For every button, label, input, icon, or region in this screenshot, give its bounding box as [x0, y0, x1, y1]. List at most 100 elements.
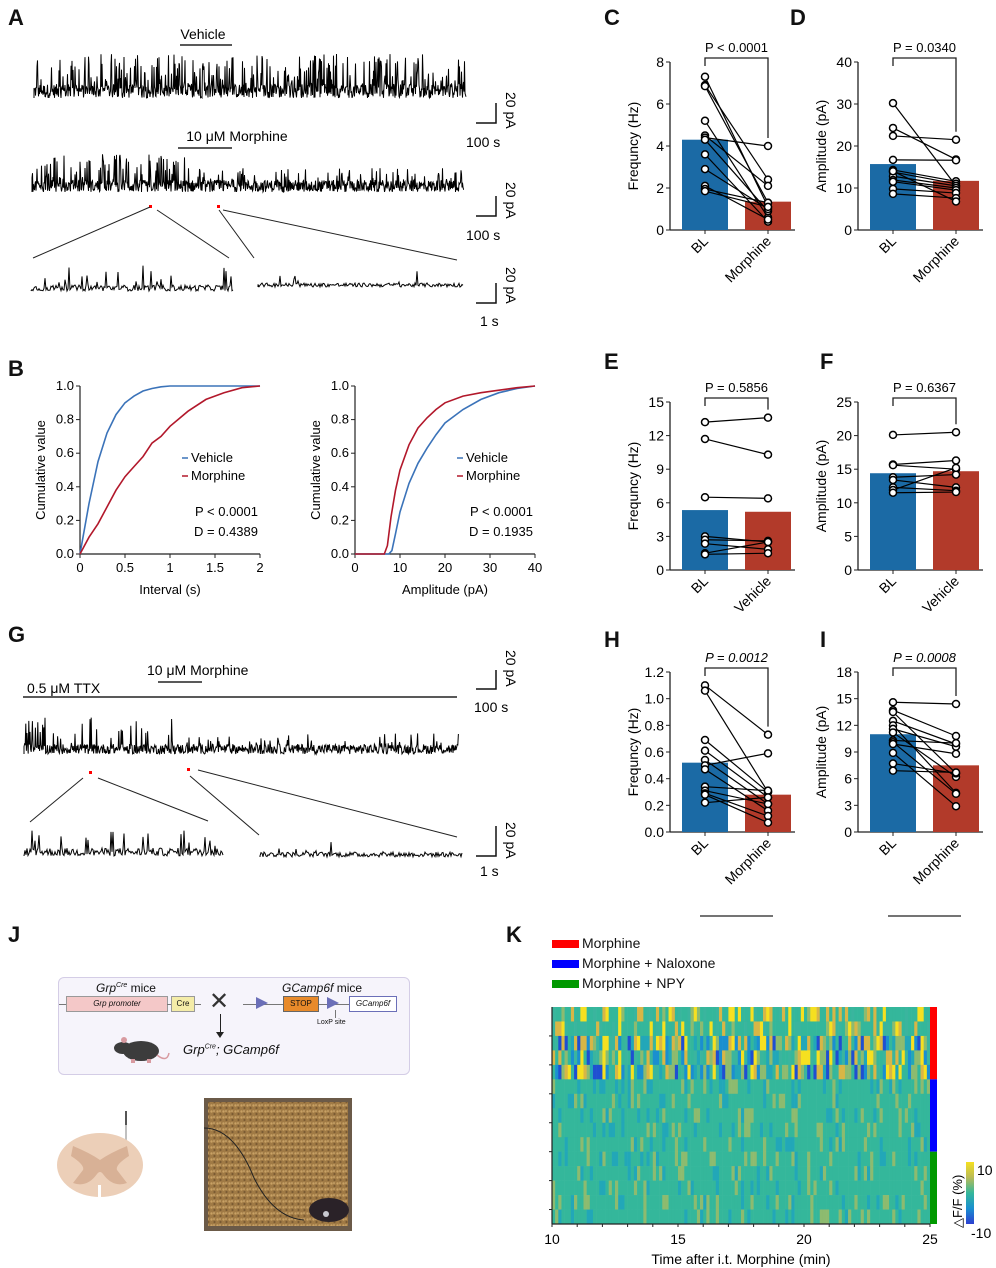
heatmap-cell — [800, 1151, 805, 1167]
heatmap-cell — [898, 1122, 902, 1138]
heatmap-cell — [586, 1180, 591, 1196]
heatmap-cell — [901, 1007, 906, 1022]
heatmap-cell — [640, 1137, 644, 1152]
heatmap-cell — [737, 1195, 742, 1210]
heatmap-cell — [797, 1021, 802, 1037]
heatmap-cell — [633, 1007, 638, 1022]
zoom-line — [32, 206, 151, 259]
significance-bracket — [892, 667, 957, 696]
heatmap-cell — [627, 1035, 632, 1051]
data-point-treatment — [763, 730, 773, 739]
heatmap-cell — [873, 1180, 877, 1196]
heatmap-cell — [926, 1108, 931, 1124]
heatmap-cell — [725, 1007, 729, 1022]
heatmap-cell — [678, 1079, 682, 1095]
heatmap-cell — [734, 1050, 739, 1066]
heatmap-row — [552, 1209, 931, 1225]
heatmap-cell — [640, 1021, 644, 1037]
heatmap-cell — [744, 1151, 748, 1167]
heatmap-cell — [810, 1166, 814, 1181]
heatmap-cell — [627, 1151, 632, 1167]
heatmap-cell — [715, 1035, 720, 1051]
heatmap-cell — [741, 1166, 745, 1181]
heatmap-cell — [807, 1195, 811, 1210]
heatmap-cell — [759, 1007, 764, 1022]
heatmap-cell — [759, 1108, 764, 1124]
data-point-treatment — [951, 801, 961, 811]
heatmap-cell — [690, 1079, 695, 1095]
heatmap-cell — [879, 1007, 884, 1022]
heatmap-cell — [882, 1050, 887, 1066]
heatmap-cell — [750, 1122, 754, 1138]
heatmap-cell — [854, 1137, 858, 1152]
heatmap-cell — [750, 1137, 754, 1152]
heatmap-cell — [734, 1064, 739, 1080]
data-point-bl — [700, 539, 710, 548]
heatmap-cell — [687, 1151, 691, 1167]
heatmap-cell — [649, 1137, 654, 1152]
heatmap-cell — [608, 1093, 613, 1109]
heatmap-cell — [901, 1035, 906, 1051]
heatmap-cell — [835, 1151, 839, 1167]
heatmap-cell — [901, 1166, 906, 1181]
heatmap-cell — [652, 1035, 657, 1051]
heatmap-cell — [876, 1093, 880, 1109]
paired-line — [892, 188, 957, 194]
heatmap-cell — [630, 1108, 635, 1124]
heatmap-cell — [552, 1195, 556, 1210]
y-tick-label: 0.8 — [56, 412, 74, 427]
heatmap-cell — [681, 1209, 685, 1225]
heatmap-cell — [637, 1035, 641, 1051]
heatmap-cell — [917, 1079, 921, 1095]
data-point-treatment — [763, 181, 773, 191]
heatmap-cell — [728, 1180, 732, 1196]
heatmap-cell — [800, 1122, 805, 1138]
heatmap-cell — [835, 1122, 839, 1138]
zoom-trace-before — [30, 265, 234, 293]
heatmap-cell — [665, 1021, 669, 1037]
panel-label-e: E — [604, 349, 619, 374]
heatmap-cell — [725, 1166, 729, 1181]
heatmap-cell — [637, 1195, 641, 1210]
heatmap-cell — [684, 1079, 688, 1095]
heatmap-cell — [690, 1093, 695, 1109]
heatmap-cell — [854, 1021, 858, 1037]
heatmap-cell — [640, 1180, 644, 1196]
heatmap-cell — [696, 1093, 701, 1109]
heatmap-cell — [715, 1166, 720, 1181]
heatmap-cell — [611, 1079, 616, 1095]
heatmap-cell — [712, 1180, 717, 1196]
heatmap-cell — [709, 1093, 713, 1109]
heatmap-cell — [769, 1166, 773, 1181]
heatmap-cell — [643, 1166, 647, 1181]
heatmap-cell — [737, 1050, 742, 1066]
data-point-treatment — [951, 470, 961, 479]
panel-label-b: B — [8, 356, 24, 381]
heatmap-cell — [844, 1108, 849, 1124]
heatmap-cell — [867, 1021, 871, 1037]
heatmap-cell — [633, 1209, 638, 1225]
data-point-treatment — [951, 456, 961, 465]
heatmap-cell — [876, 1209, 880, 1225]
heatmap-cell — [586, 1166, 591, 1181]
heatmap-cell — [923, 1064, 928, 1080]
heatmap-cell — [854, 1035, 858, 1051]
heatmap-cell — [844, 1050, 849, 1066]
heatmap-cell — [718, 1195, 723, 1210]
heatmap-cell — [574, 1195, 578, 1210]
heatmap-cell — [892, 1093, 896, 1109]
y-tick-label: 0.6 — [331, 445, 349, 460]
heatmap-cell — [574, 1007, 578, 1022]
heatmap-cell — [788, 1035, 792, 1051]
heatmap-cell — [709, 1108, 713, 1124]
heatmap-cell — [926, 1050, 931, 1066]
heatmap-cell — [700, 1021, 704, 1037]
heatmap-cell — [838, 1151, 843, 1167]
heatmap-cell — [879, 1209, 884, 1225]
heatmap-row — [552, 1007, 931, 1022]
paired-line — [892, 102, 957, 187]
heatmap-cell — [800, 1209, 805, 1225]
heatmap-cell — [674, 1137, 679, 1152]
heatmap-cell — [829, 1079, 833, 1095]
heatmap-cell — [844, 1209, 849, 1225]
